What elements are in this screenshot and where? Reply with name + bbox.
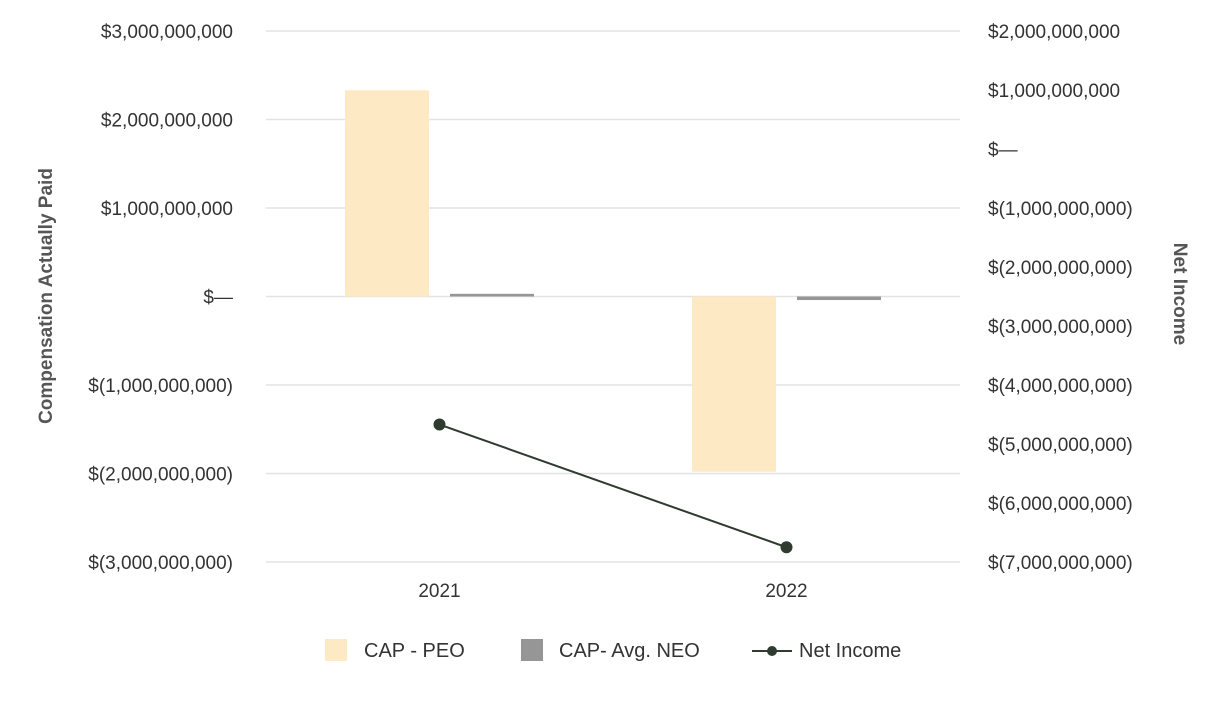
right-tick-label: $(2,000,000,000) — [988, 258, 1133, 279]
point-net-income — [433, 418, 446, 431]
right-tick-label: $1,000,000,000 — [988, 81, 1120, 102]
right-tick-label: $(7,000,000,000) — [988, 553, 1133, 574]
legend-swatch-cap-peo — [325, 639, 347, 661]
right-tick-label: $(3,000,000,000) — [988, 317, 1133, 338]
bar-cap-peo — [692, 296, 776, 472]
bar-cap-peo — [345, 90, 429, 297]
right-tick-label: $(1,000,000,000) — [988, 199, 1133, 220]
left-tick-label: $3,000,000,000 — [101, 22, 233, 43]
legend-label-net-income: Net Income — [799, 640, 901, 662]
left-tick-label: $— — [203, 288, 233, 309]
right-tick-label: $— — [988, 140, 1018, 161]
right-tick-label: $(4,000,000,000) — [988, 376, 1133, 397]
legend: CAP - PEO CAP- Avg. NEO Net Income — [325, 639, 901, 662]
right-axis-title: Net Income — [1169, 243, 1190, 345]
legend-label-cap-avg-neo: CAP- Avg. NEO — [559, 640, 700, 662]
left-axis-title: Compensation Actually Paid — [36, 168, 57, 424]
right-tick-label: $(5,000,000,000) — [988, 435, 1133, 456]
left-tick-label: $(1,000,000,000) — [88, 376, 233, 397]
left-tick-label: $1,000,000,000 — [101, 199, 233, 220]
left-tick-label: $2,000,000,000 — [101, 111, 233, 132]
point-net-income — [780, 541, 793, 554]
right-axis-ticks: $2,000,000,000 $1,000,000,000 $— $(1,000,00… — [988, 22, 1133, 574]
right-tick-label: $(6,000,000,000) — [988, 494, 1133, 515]
bar-cap-avg-neo — [797, 296, 881, 301]
net-income-line — [433, 418, 793, 554]
line-net-income — [439, 423, 787, 549]
legend-swatch-cap-avg-neo — [521, 639, 543, 661]
x-tick-label: 2021 — [418, 581, 460, 602]
x-tick-label: 2022 — [765, 581, 807, 602]
x-axis-ticks: 2021 2022 — [418, 581, 807, 602]
bars — [345, 90, 881, 472]
bar-cap-avg-neo — [450, 293, 534, 297]
legend-marker-net-income — [767, 646, 777, 656]
legend-label-cap-peo: CAP - PEO — [364, 640, 465, 662]
left-tick-label: $(3,000,000,000) — [88, 553, 233, 574]
right-tick-label: $2,000,000,000 — [988, 22, 1120, 43]
left-tick-label: $(2,000,000,000) — [88, 465, 233, 486]
left-axis-ticks: $3,000,000,000 $2,000,000,000 $1,000,000,0… — [88, 22, 233, 574]
